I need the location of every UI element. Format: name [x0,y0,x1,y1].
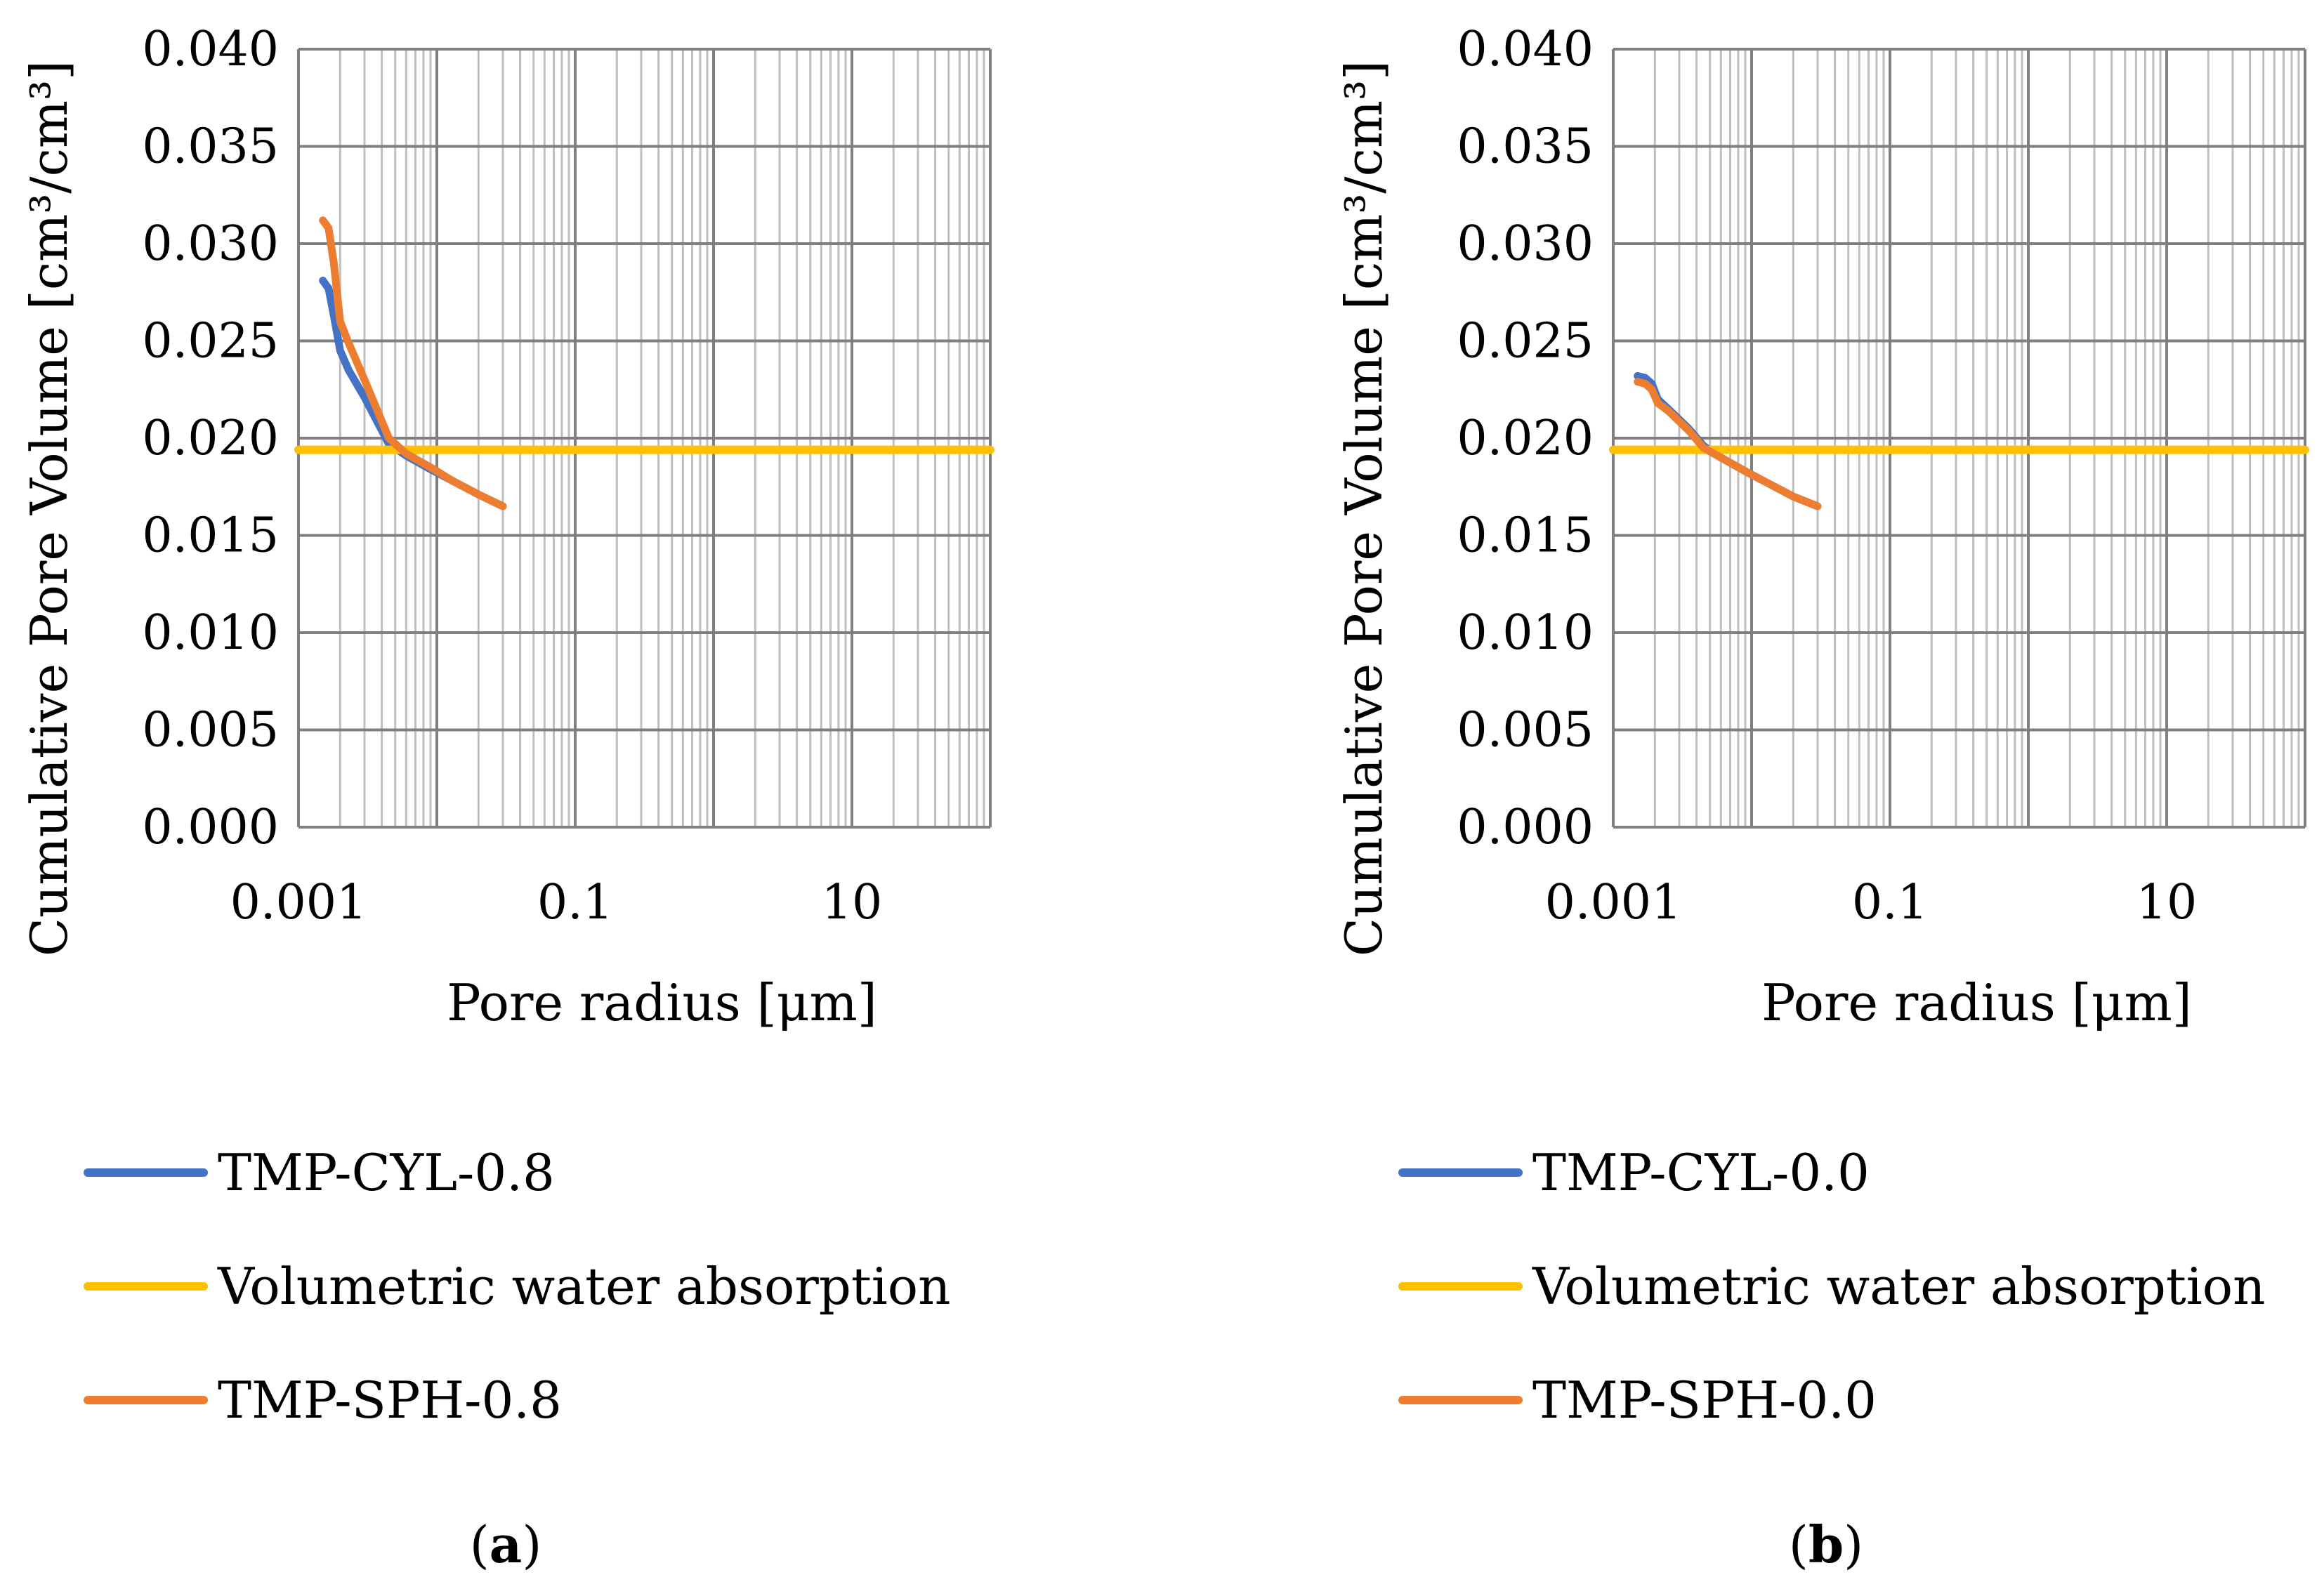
y-tick-label: 0.000 [1457,800,1594,855]
y-tick-label: 0.030 [142,216,279,272]
y-tick-label: 0.035 [142,119,279,175]
grid [297,48,992,829]
panel-label: (a) [470,1515,542,1574]
grid [1612,48,2306,829]
x-axis-title: Pore radius [μm] [447,973,877,1032]
chart-panel-b: 0.000 0.005 0.010 0.015 0.020 0.025 0.030 0.035… [1334,22,2309,1574]
panel-label: (b) [1789,1515,1864,1574]
y-tick-label: 0.015 [142,508,279,564]
y-tick-label: 0.005 [1457,703,1594,758]
series-line-tmp-sph-0-8 [319,216,507,510]
x-tick-label: 0.001 [230,875,367,930]
legend-label: TMP-CYL-0.8 [218,1143,555,1202]
y-tick-label: 0.010 [142,605,279,661]
y-tick-label: 0.020 [1457,411,1594,466]
series-line-tmp-cyl-0-8 [319,277,507,510]
x-tick-label: 10 [2136,875,2198,930]
y-axis-title: Cumulative Pore Volume [cm³/cm³] [1334,60,1393,956]
series-line-tmp-sph-0-0 [1634,378,1822,510]
y-tick-label: 0.000 [142,800,279,855]
y-tick-label: 0.010 [1457,605,1594,661]
legend-label: TMP-CYL-0.0 [1532,1143,1870,1202]
series-group [294,216,994,510]
legend: TMP-CYL-0.0 Volumetric water absorption TM… [1398,1143,2266,1430]
x-tick-label: 0.1 [1852,875,1928,930]
legend-label: Volumetric water absorption [217,1257,951,1316]
y-tick-label: 0.025 [142,314,279,369]
legend-label: Volumetric water absorption [1532,1257,2266,1316]
legend-label: TMP-SPH-0.8 [218,1371,562,1430]
y-axis-title: Cumulative Pore Volume [cm³/cm³] [20,60,79,956]
x-tick-label: 10 [822,875,883,930]
legend: TMP-CYL-0.8 Volumetric water absorption TM… [84,1143,951,1430]
series-group [1609,371,2309,510]
y-tick-label: 0.005 [142,703,279,758]
x-axis-title: Pore radius [μm] [1761,973,2192,1032]
x-tick-label: 0.1 [537,875,613,930]
legend-label: TMP-SPH-0.0 [1532,1371,1877,1430]
y-tick-label: 0.035 [1457,119,1594,175]
y-tick-label: 0.040 [1457,22,1594,77]
x-tick-label: 0.001 [1545,875,1682,930]
chart-panel-a: 0.000 0.005 0.010 0.015 0.020 0.025 0.030 0.035… [20,22,994,1574]
y-tick-label: 0.020 [142,411,279,466]
y-tick-label: 0.015 [1457,508,1594,564]
y-tick-label: 0.025 [1457,314,1594,369]
series-line-tmp-cyl-0-0 [1634,371,1822,510]
y-tick-label: 0.030 [1457,216,1594,272]
y-tick-label: 0.040 [142,22,279,77]
